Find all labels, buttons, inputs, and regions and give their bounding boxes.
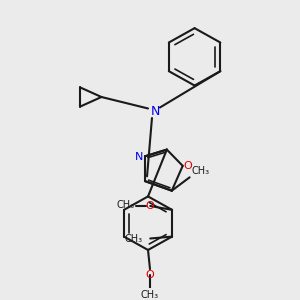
Text: CH₃: CH₃	[141, 290, 159, 300]
Text: CH₃: CH₃	[124, 233, 142, 244]
Text: O: O	[146, 270, 154, 280]
Text: O: O	[145, 201, 154, 211]
Text: N: N	[150, 105, 160, 118]
Text: CH₃: CH₃	[192, 166, 210, 176]
Text: CH₃: CH₃	[116, 200, 134, 210]
Text: N: N	[135, 152, 143, 162]
Text: O: O	[183, 161, 192, 171]
